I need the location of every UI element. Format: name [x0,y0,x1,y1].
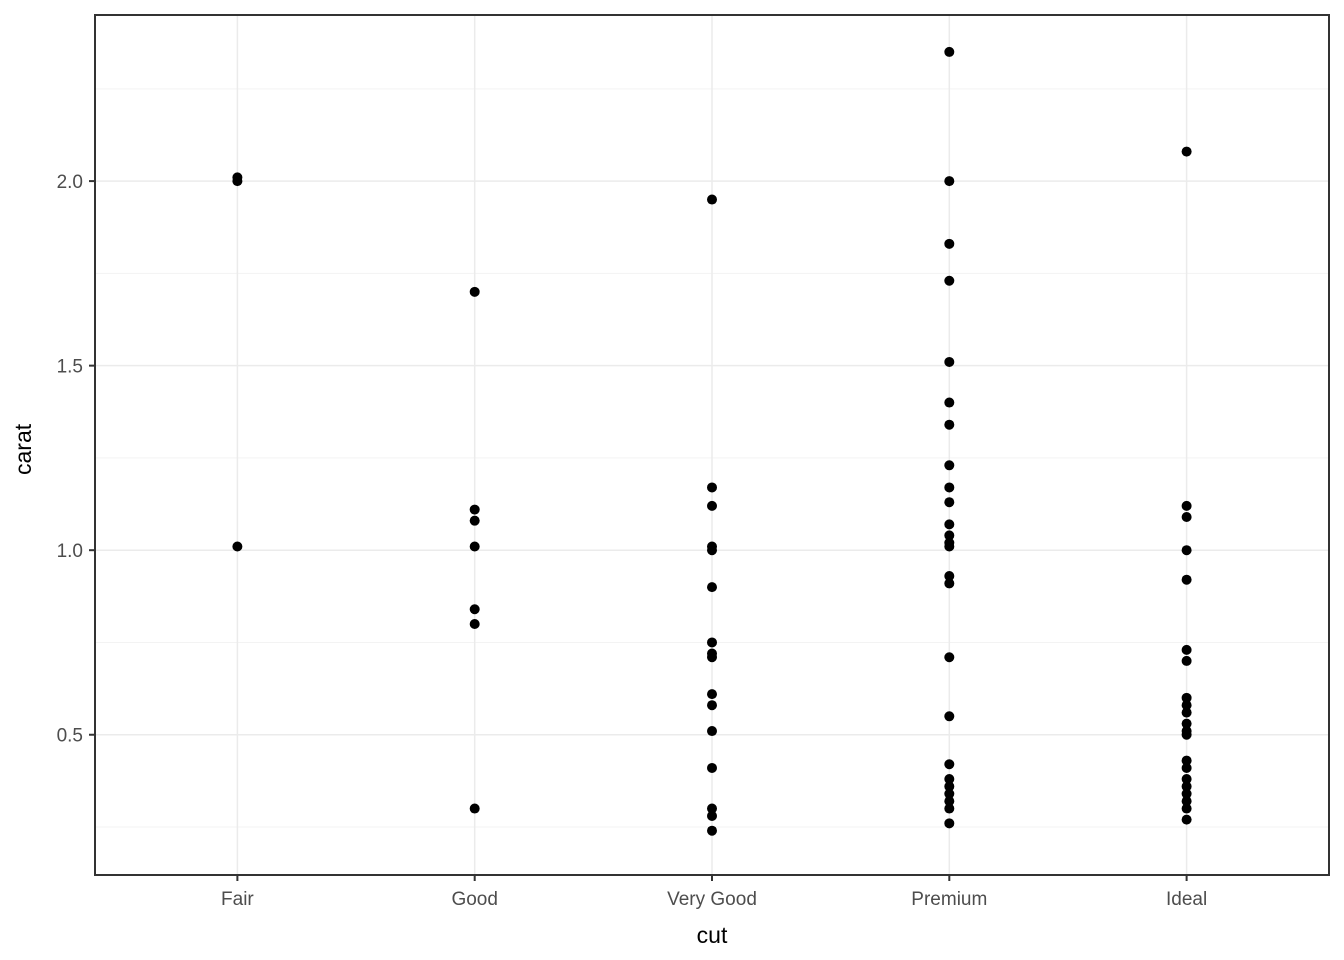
data-point [944,419,955,430]
x-axis-tick-label: Fair [221,889,254,910]
data-point [469,803,480,814]
data-point [944,530,955,541]
data-point [707,689,717,700]
data-point [944,519,955,530]
data-point [707,810,717,821]
data-point [1181,700,1192,711]
data-point [707,762,717,773]
data-point [1181,762,1192,773]
data-point [1181,781,1192,792]
y-axis-tick-label: 1.0 [57,541,83,562]
data-point [944,796,955,807]
data-point [1181,511,1192,522]
data-point [1181,729,1192,740]
data-point [944,541,955,552]
data-point [707,825,717,836]
data-point [707,652,717,663]
data-point [944,711,955,722]
y-axis-title-text: carat [10,423,36,475]
data-point [707,700,717,711]
data-point [1181,545,1192,556]
data-point [1181,774,1192,785]
data-point [707,726,717,737]
data-point [1181,146,1192,157]
data-point [1181,692,1192,703]
data-point [707,582,717,593]
data-point [469,604,480,615]
data-point [469,541,480,552]
data-point [707,545,717,556]
x-axis-tick-label: Good [451,889,497,910]
data-point [944,759,955,770]
data-point [944,275,955,286]
y-axis-tick-label: 2.0 [57,172,83,193]
data-point [707,803,717,814]
data-point [944,652,955,663]
data-point [944,497,955,508]
data-point [1181,707,1192,718]
data-point [707,194,717,205]
data-point [707,637,717,648]
data-point [1181,796,1192,807]
data-point [944,176,955,187]
data-point [944,571,955,582]
data-point [469,504,480,515]
data-point [944,460,955,471]
data-point [1181,574,1192,585]
x-axis-tick-label: Premium [911,889,987,910]
x-axis-tick-label: Ideal [1166,889,1207,910]
data-point [232,176,243,187]
data-point [944,803,955,814]
data-point [707,500,717,511]
data-point [469,515,480,526]
y-axis-tick-label: 0.5 [57,726,83,747]
data-point [944,578,955,589]
data-point [1181,655,1192,666]
data-point [944,781,955,792]
x-axis-title-text: cut [696,922,728,948]
data-point [1181,803,1192,814]
x-axis-title: cut [0,922,1344,949]
data-point [944,46,955,57]
y-axis-tick-label: 1.5 [57,357,83,378]
data-point [469,286,480,297]
data-point [1181,788,1192,799]
data-point [1181,814,1192,825]
data-point [232,541,243,552]
data-point [944,238,955,249]
data-point [1181,718,1192,729]
data-point [944,818,955,829]
data-point [707,482,717,493]
data-point [1181,644,1192,655]
data-point [1181,755,1192,766]
data-point [944,788,955,799]
data-point [944,397,955,408]
data-point [944,356,955,367]
data-point [1181,500,1192,511]
data-point [944,482,955,493]
data-point [944,774,955,785]
x-axis-tick-label: Very Good [667,889,757,910]
y-axis-title: carat [10,394,37,475]
data-point [469,619,480,630]
